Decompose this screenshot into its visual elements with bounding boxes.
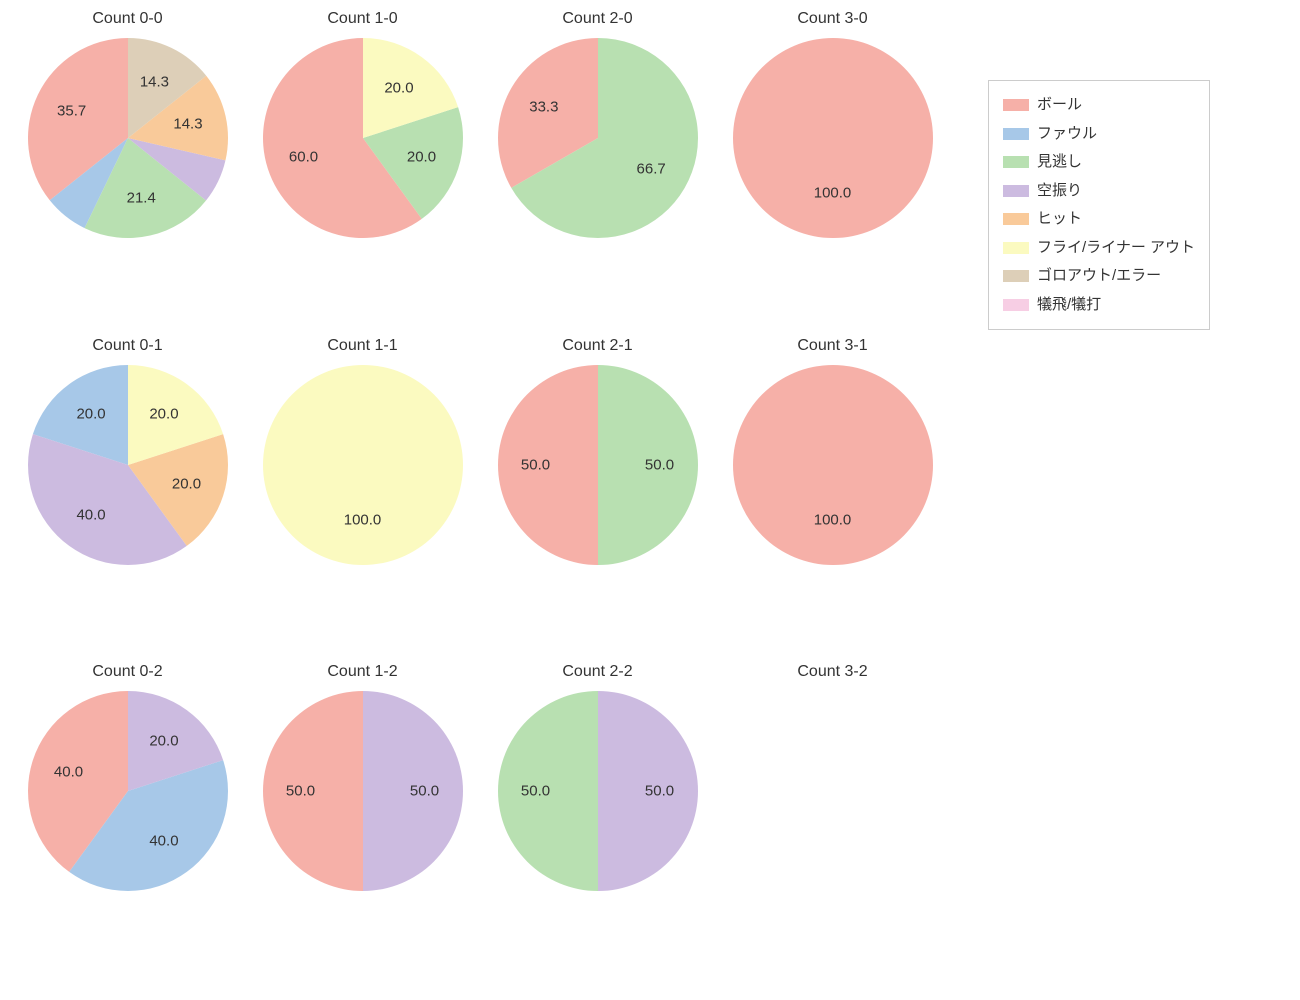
panel-title: Count 0-1 xyxy=(92,337,162,355)
panel-title: Count 3-2 xyxy=(797,663,867,681)
pie-wrap: 100.0 xyxy=(263,365,463,565)
slice-label: 50.0 xyxy=(645,456,674,473)
legend-label: フライ/ライナー アウト xyxy=(1037,234,1195,263)
pie-slice xyxy=(733,365,933,565)
panel-title: Count 2-0 xyxy=(562,10,632,28)
slice-label: 20.0 xyxy=(172,475,201,492)
pie-wrap: 40.0 40.0 20.0 xyxy=(28,691,228,891)
pie-wrap: 35.7 21.4 14.3 14.3 xyxy=(28,38,228,238)
legend-item: ゴロアウト/エラー xyxy=(1003,262,1195,291)
pie-chart xyxy=(28,691,228,891)
slice-label: 20.0 xyxy=(149,733,178,750)
panel-title: Count 1-2 xyxy=(327,663,397,681)
legend-item: 空振り xyxy=(1003,177,1195,206)
panel-title: Count 2-1 xyxy=(562,337,632,355)
pie-chart xyxy=(733,365,933,565)
slice-label: 50.0 xyxy=(410,783,439,800)
pie-wrap: 50.0 50.0 xyxy=(263,691,463,891)
pie-panel: Count 1-0 60.0 20.0 20.0 xyxy=(255,10,470,317)
slice-label: 50.0 xyxy=(645,783,674,800)
pie-wrap: 20.0 40.0 20.0 20.0 xyxy=(28,365,228,565)
legend-swatch xyxy=(1003,156,1029,168)
legend-label: ヒット xyxy=(1037,205,1082,234)
legend-swatch xyxy=(1003,99,1029,111)
pie-panel: Count 2-0 33.3 66.7 xyxy=(490,10,705,317)
slice-label: 33.3 xyxy=(529,98,558,115)
pie-chart xyxy=(498,38,698,238)
legend-label: ゴロアウト/エラー xyxy=(1037,262,1161,291)
panel-title: Count 3-1 xyxy=(797,337,867,355)
panel-title: Count 0-0 xyxy=(92,10,162,28)
pie-wrap: 50.0 50.0 xyxy=(498,365,698,565)
legend-item: ボール xyxy=(1003,91,1195,120)
pie-wrap xyxy=(733,691,933,891)
pie-panel: Count 2-1 50.0 50.0 xyxy=(490,337,705,644)
panel-title: Count 1-1 xyxy=(327,337,397,355)
pie-grid: Count 0-0 35.7 21.4 14.3 14.3 Count 1-0 60.0 20… xyxy=(20,10,940,970)
pie-panel: Count 3-1 100.0 xyxy=(725,337,940,644)
pie-panel: Count 0-1 20.0 40.0 20.0 20.0 xyxy=(20,337,235,644)
slice-label: 21.4 xyxy=(127,190,156,207)
legend-label: 空振り xyxy=(1037,177,1082,206)
legend-item: 犠飛/犠打 xyxy=(1003,291,1195,320)
panel-title: Count 0-2 xyxy=(92,663,162,681)
slice-label: 40.0 xyxy=(76,506,105,523)
slice-label: 20.0 xyxy=(407,149,436,166)
legend-swatch xyxy=(1003,242,1029,254)
pie-wrap: 33.3 66.7 xyxy=(498,38,698,238)
legend-label: ファウル xyxy=(1037,120,1097,149)
legend-item: 見逃し xyxy=(1003,148,1195,177)
slice-label: 100.0 xyxy=(344,511,382,528)
legend-item: ファウル xyxy=(1003,120,1195,149)
slice-label: 40.0 xyxy=(54,764,83,781)
panel-title: Count 2-2 xyxy=(562,663,632,681)
slice-label: 20.0 xyxy=(384,79,413,96)
pie-panel: Count 2-2 50.0 50.0 xyxy=(490,663,705,970)
pie-panel: Count 3-2 xyxy=(725,663,940,970)
pie-chart xyxy=(28,38,228,238)
legend-swatch xyxy=(1003,299,1029,311)
pie-wrap: 100.0 xyxy=(733,365,933,565)
pie-chart xyxy=(28,365,228,565)
slice-label: 50.0 xyxy=(521,783,550,800)
pie-chart xyxy=(263,365,463,565)
pie-wrap: 100.0 xyxy=(733,38,933,238)
pie-wrap: 60.0 20.0 20.0 xyxy=(263,38,463,238)
pie-wrap: 50.0 50.0 xyxy=(498,691,698,891)
legend-swatch xyxy=(1003,185,1029,197)
slice-label: 66.7 xyxy=(637,161,666,178)
slice-label: 50.0 xyxy=(286,783,315,800)
legend-swatch xyxy=(1003,213,1029,225)
pie-chart xyxy=(733,38,933,238)
legend-swatch xyxy=(1003,270,1029,282)
pie-panel: Count 0-2 40.0 40.0 20.0 xyxy=(20,663,235,970)
slice-label: 14.3 xyxy=(140,74,169,91)
legend-item: フライ/ライナー アウト xyxy=(1003,234,1195,263)
slice-label: 100.0 xyxy=(814,511,852,528)
pie-slice xyxy=(733,38,933,238)
legend-item: ヒット xyxy=(1003,205,1195,234)
legend-label: 犠飛/犠打 xyxy=(1037,291,1101,320)
pie-slice xyxy=(263,365,463,565)
pie-chart xyxy=(263,38,463,238)
pie-panel: Count 1-1 100.0 xyxy=(255,337,470,644)
pie-chart xyxy=(733,691,933,891)
legend: ボールファウル見逃し空振りヒットフライ/ライナー アウトゴロアウト/エラー犠飛/… xyxy=(988,80,1210,330)
slice-label: 20.0 xyxy=(149,406,178,423)
slice-label: 60.0 xyxy=(289,149,318,166)
slice-label: 100.0 xyxy=(814,185,852,202)
legend-label: ボール xyxy=(1037,91,1082,120)
legend-swatch xyxy=(1003,128,1029,140)
slice-label: 14.3 xyxy=(173,116,202,133)
panel-title: Count 1-0 xyxy=(327,10,397,28)
slice-label: 35.7 xyxy=(57,103,86,120)
pie-panel: Count 0-0 35.7 21.4 14.3 14.3 xyxy=(20,10,235,317)
slice-label: 20.0 xyxy=(76,406,105,423)
pie-panel: Count 3-0 100.0 xyxy=(725,10,940,317)
slice-label: 40.0 xyxy=(149,833,178,850)
legend-label: 見逃し xyxy=(1037,148,1082,177)
slice-label: 50.0 xyxy=(521,456,550,473)
pie-panel: Count 1-2 50.0 50.0 xyxy=(255,663,470,970)
panel-title: Count 3-0 xyxy=(797,10,867,28)
